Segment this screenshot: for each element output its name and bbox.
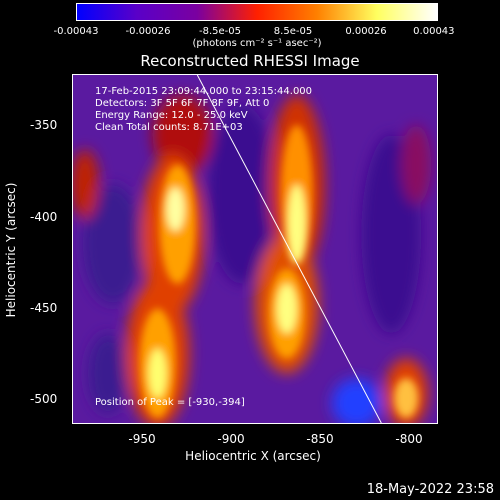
total-counts-text: Clean Total counts: 8.71E+03: [95, 122, 243, 133]
colorbar-tick-label: 0.00043: [413, 26, 455, 37]
limb-line: [196, 75, 382, 423]
detectors-text: Detectors: 3F 5F 6F 7F 8F 9F, Att 0: [95, 98, 270, 109]
y-tick-label: -450: [30, 301, 58, 315]
x-tick-label: -950: [128, 432, 156, 446]
colorbar-tick-label: 8.5e-05: [273, 26, 313, 37]
energy-range-text: Energy Range: 12.0 - 25.0 keV: [95, 110, 248, 121]
colorbar-tick-label: -0.00026: [125, 26, 171, 37]
y-axis-label: Heliocentric Y (arcsec): [4, 182, 18, 318]
x-tick-label: -900: [217, 432, 245, 446]
colorbar-tick-label: 0.00026: [345, 26, 387, 37]
x-axis-label: Heliocentric X (arcsec): [185, 449, 321, 463]
colorbar-tick-label: -8.5e-05: [199, 26, 241, 37]
x-tick-label: -850: [306, 432, 334, 446]
timestamp: 18-May-2022 23:58: [366, 482, 494, 497]
plot-title: Reconstructed RHESSI Image: [140, 52, 360, 70]
rhessi-image: [72, 74, 438, 424]
y-tick-label: -350: [30, 118, 58, 132]
y-tick-label: -500: [30, 392, 58, 406]
y-tick-label: -400: [30, 210, 58, 224]
time-range-text: 17-Feb-2015 23:09:44.000 to 23:15:44.000: [95, 86, 313, 97]
colorbar-tick-label: -0.00043: [53, 26, 99, 37]
x-tick-label: -800: [395, 432, 423, 446]
colorbar: [76, 3, 438, 21]
colorbar-unit-label: (photons cm⁻² s⁻¹ asec⁻²): [192, 38, 322, 49]
peak-position-text: Position of Peak = [-930,-394]: [95, 397, 245, 408]
